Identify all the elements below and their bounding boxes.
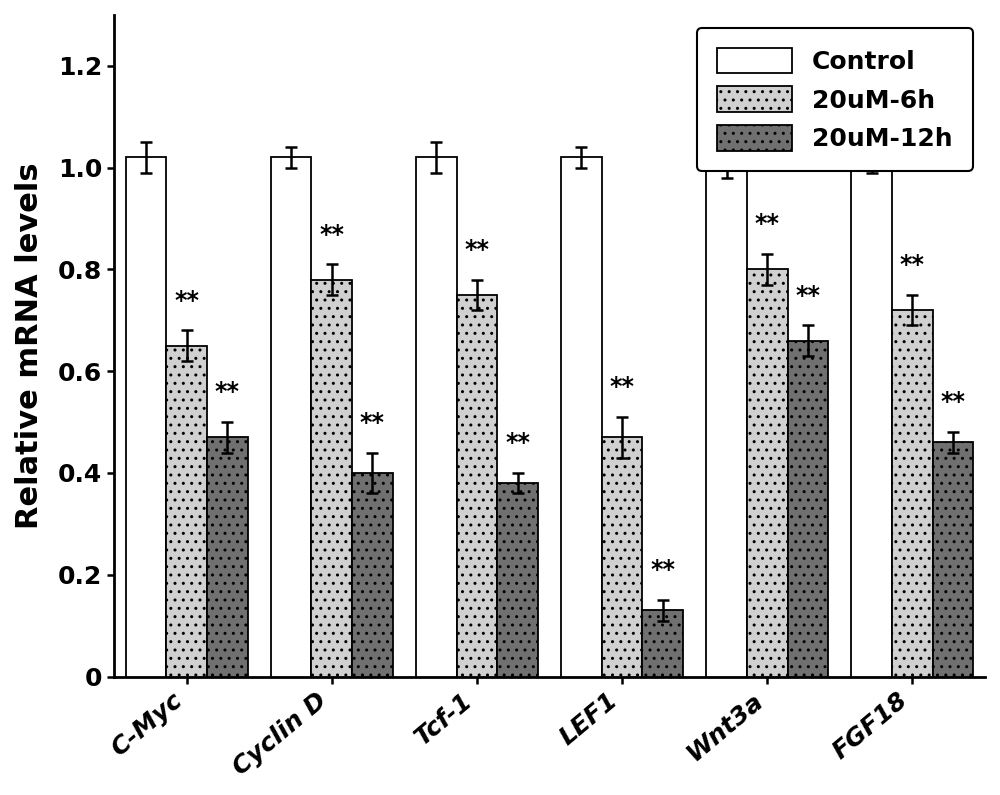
Bar xyxy=(416,157,457,677)
Bar xyxy=(166,346,207,677)
Bar xyxy=(457,295,497,677)
Text: **: ** xyxy=(319,223,344,246)
Bar xyxy=(788,341,828,677)
Text: **: ** xyxy=(650,558,675,583)
Text: **: ** xyxy=(900,253,925,277)
Bar xyxy=(271,157,311,677)
Y-axis label: Relative mRNA levels: Relative mRNA levels xyxy=(15,162,44,529)
Legend: Control, 20uM-6h, 20uM-12h: Control, 20uM-6h, 20uM-12h xyxy=(697,28,972,171)
Text: **: ** xyxy=(464,238,489,262)
Bar xyxy=(497,483,538,677)
Text: **: ** xyxy=(174,289,199,312)
Text: **: ** xyxy=(505,431,530,456)
Bar xyxy=(352,473,393,677)
Bar xyxy=(642,611,683,677)
Bar xyxy=(311,280,352,677)
Bar xyxy=(892,310,933,677)
Bar xyxy=(747,270,788,677)
Text: **: ** xyxy=(795,284,820,308)
Bar xyxy=(602,437,642,677)
Text: **: ** xyxy=(215,380,240,405)
Text: **: ** xyxy=(610,375,635,399)
Bar xyxy=(561,157,602,677)
Text: **: ** xyxy=(755,212,780,236)
Bar xyxy=(706,157,747,677)
Bar xyxy=(126,157,166,677)
Bar xyxy=(933,443,973,677)
Bar xyxy=(207,437,248,677)
Text: **: ** xyxy=(360,411,385,435)
Text: **: ** xyxy=(941,390,966,414)
Bar xyxy=(851,157,892,677)
